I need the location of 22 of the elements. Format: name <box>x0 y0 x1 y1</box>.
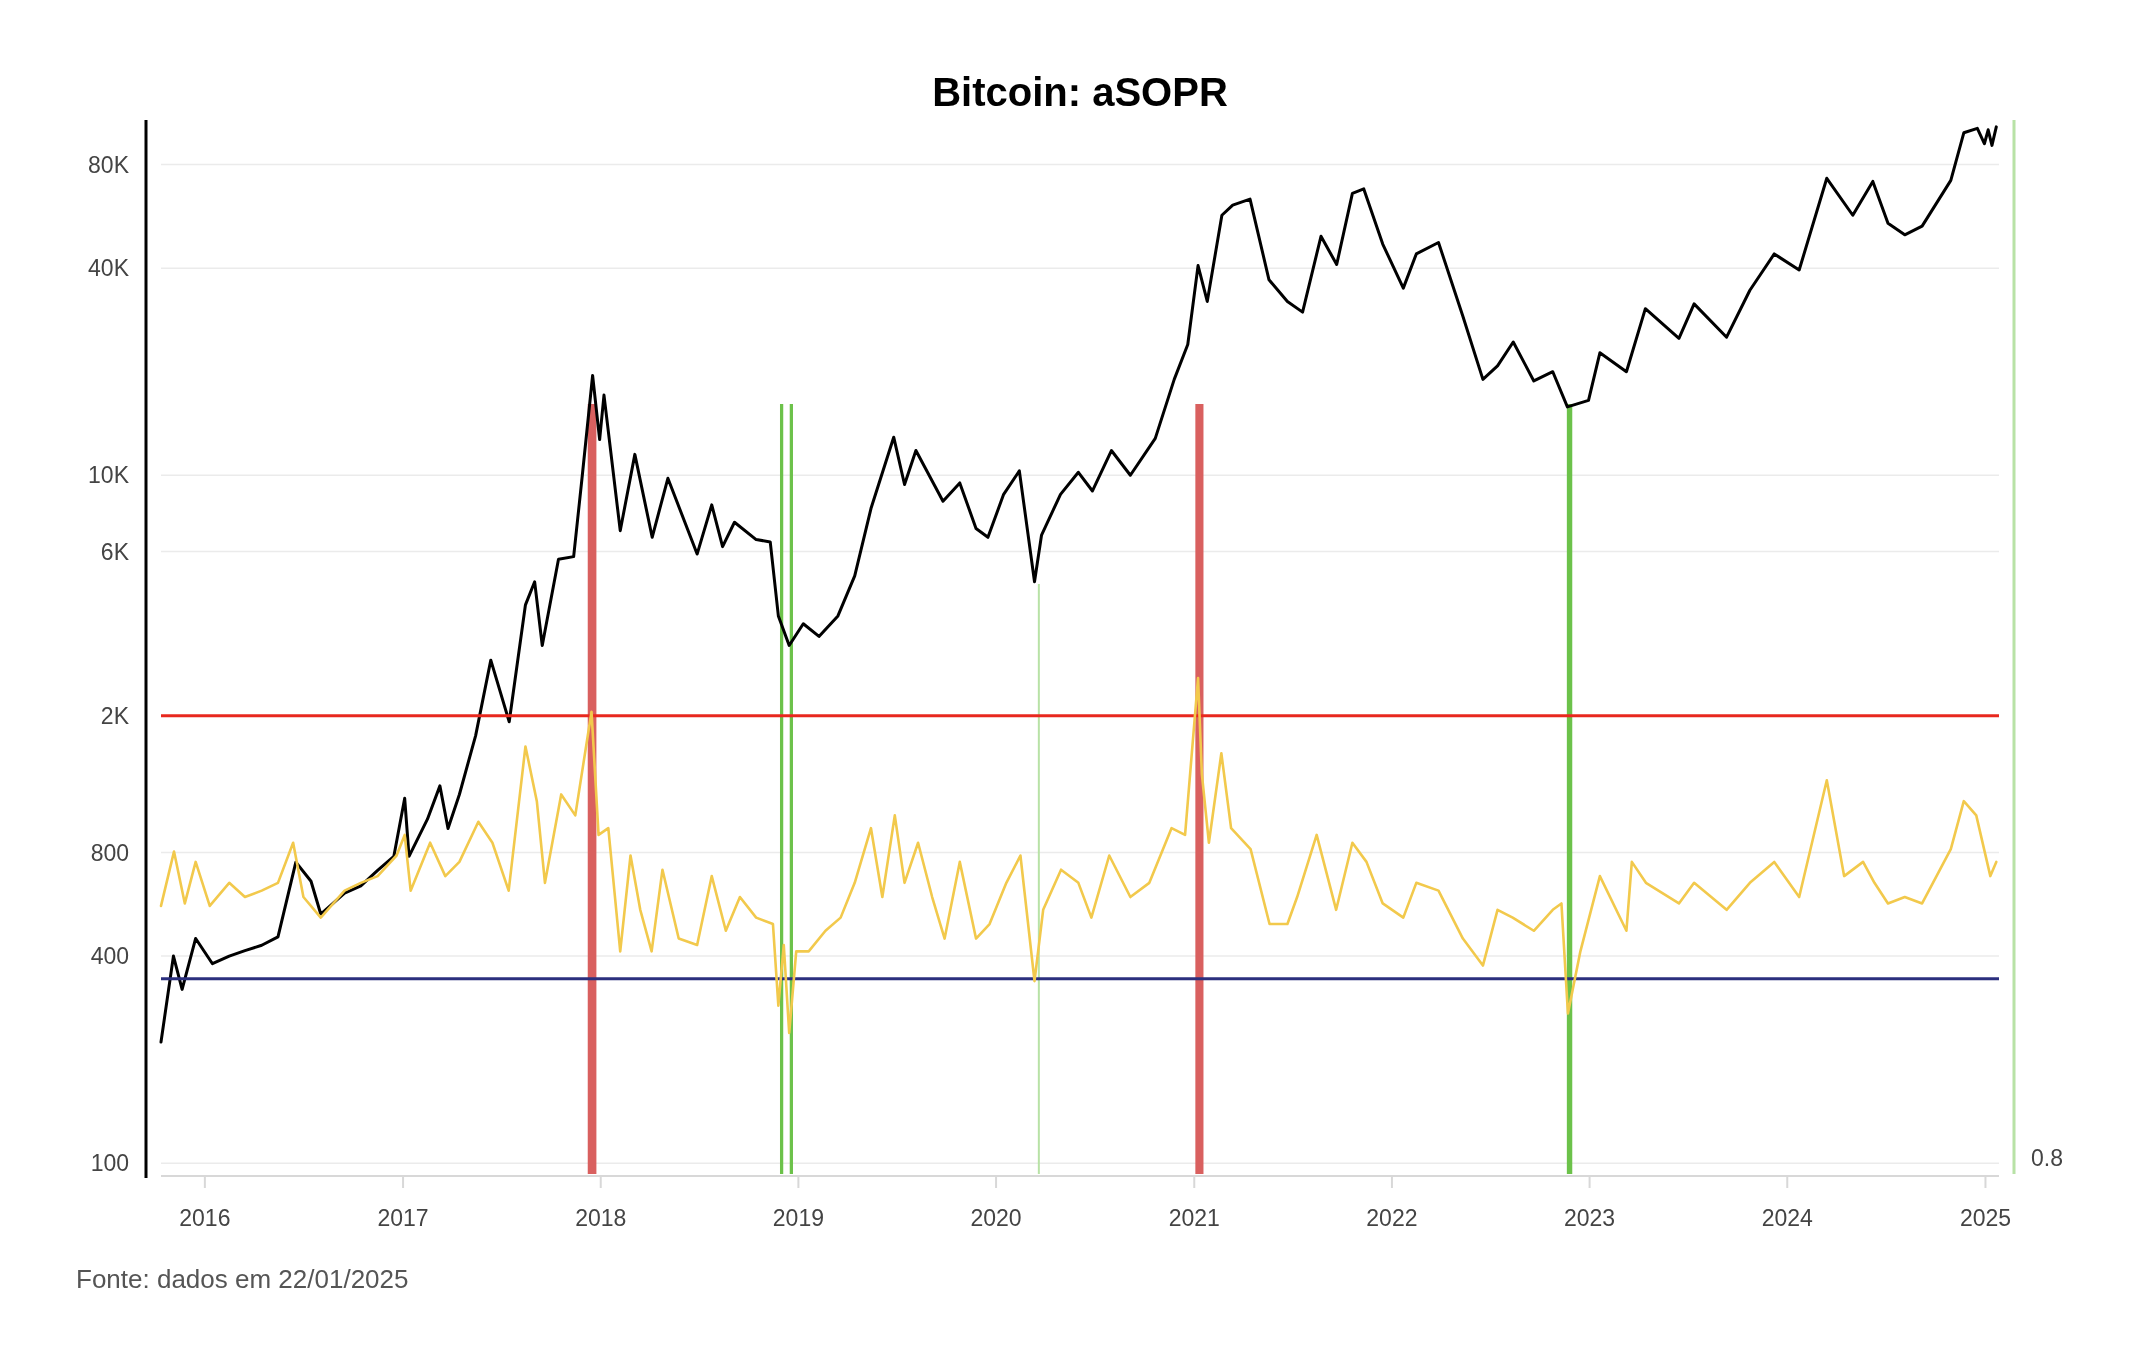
text: 0.8 <box>2031 1145 2063 1171</box>
y-tick-label: 80K <box>88 151 130 178</box>
y-tick-label: 40K <box>88 255 130 282</box>
x-tick-label: 2017 <box>377 1205 429 1231</box>
y-tick-label: 2K <box>100 702 130 729</box>
x-tick-label: 2023 <box>1564 1205 1616 1231</box>
x-tick-label: 2025 <box>1959 1205 2012 1231</box>
x-tick-label: 2018 <box>575 1205 627 1231</box>
line-series <box>159 125 1998 1044</box>
y-tick-label: 10K <box>88 462 130 489</box>
x-tick-label: 2016 <box>179 1205 231 1231</box>
x-tick-label: 2021 <box>1168 1205 1220 1231</box>
x-tick-label: 2022 <box>1366 1205 1418 1231</box>
y-tick-label: 800 <box>90 839 129 866</box>
y-tick-label: 6K <box>100 538 130 565</box>
source-note: Fonte: dados em 22/01/2025 <box>76 1264 409 1294</box>
y-tick-label: 400 <box>90 943 129 970</box>
y-tick-label: 100 <box>90 1150 129 1177</box>
x-tick-label: 2024 <box>1761 1205 1814 1231</box>
x-tick-label: 2020 <box>970 1205 1022 1231</box>
chart-title: Bitcoin: aSOPR <box>932 70 1228 114</box>
x-tick-label: 2019 <box>772 1205 824 1231</box>
